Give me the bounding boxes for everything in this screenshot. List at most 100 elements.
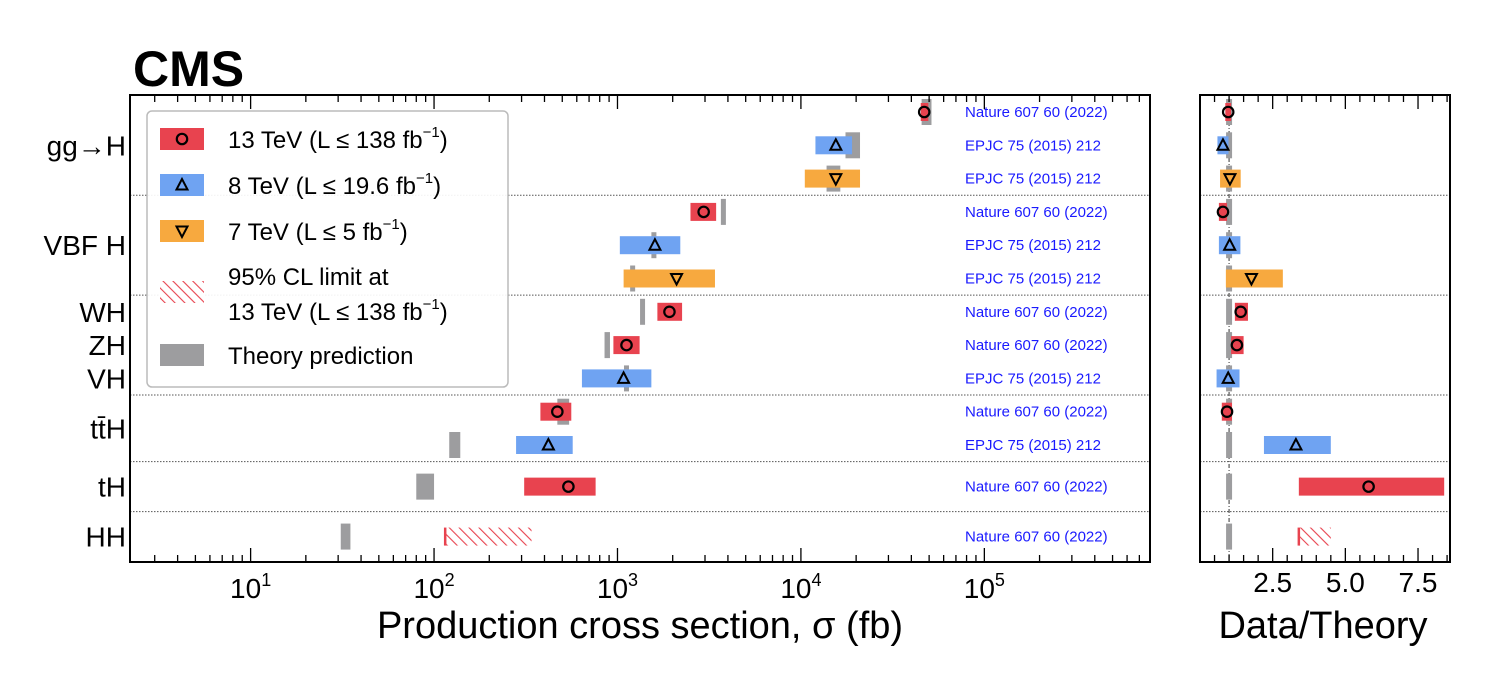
limit-band <box>445 527 532 546</box>
ratio-marker <box>1215 137 1231 151</box>
ratio-band <box>1221 402 1232 421</box>
legend: 13 TeV (L ≤ 138 fb−1) 8 TeV (L ≤ 19.6 fb−… <box>146 110 509 388</box>
ratio-tick-label: 7.5 <box>1399 567 1438 598</box>
x-tick-label: 103 <box>597 570 638 604</box>
theory-band <box>340 523 351 550</box>
legend-7-swatch <box>160 220 204 242</box>
measurement-marker <box>620 338 633 352</box>
ratio-band <box>1225 103 1232 121</box>
ratio-marker <box>1244 273 1259 287</box>
main-axes-frame <box>129 94 1151 563</box>
ratio-marker <box>1230 338 1244 352</box>
ratio-limit-band <box>1298 527 1331 546</box>
ratio-panel: 2.5 5.0 7.5 <box>1199 94 1451 598</box>
measurement-band <box>690 202 717 221</box>
measurement-band <box>619 236 681 255</box>
ratio-marker <box>1234 305 1247 319</box>
reference-label: EPJC 75 (2015) 212 <box>965 271 1101 288</box>
reference-label: Nature 607 60 (2022) <box>965 204 1108 221</box>
x-tick-label: 104 <box>780 570 821 604</box>
reference-label: Nature 607 60 (2022) <box>965 479 1108 496</box>
reference-label: EPJC 75 (2015) 212 <box>965 437 1101 454</box>
measurement-band <box>623 269 715 288</box>
main-panel: Nature 607 60 (2022) EPJC 75 (2015) 212 EP… <box>44 94 1151 604</box>
measurement-marker <box>828 173 843 187</box>
process-label: HH <box>86 522 126 553</box>
ratio-theory-band <box>1226 432 1233 458</box>
legend-13-marker <box>175 132 189 146</box>
ratio-tick-label: 2.5 <box>1253 567 1292 598</box>
measurement-marker <box>616 370 631 384</box>
legend-box <box>146 110 509 388</box>
legend-label: 13 TeV (L ≤ 138 fb−1) <box>228 124 448 154</box>
legend-label: 7 TeV (L ≤ 5 fb−1) <box>228 216 408 246</box>
measurement-marker <box>663 305 676 319</box>
process-label: ZH <box>89 330 126 361</box>
ratio-theory-band <box>1226 332 1233 359</box>
ratio-theory-band <box>1226 298 1233 325</box>
measurement-marker <box>647 237 663 251</box>
measurement-marker <box>697 205 710 219</box>
ratio-marker <box>1222 173 1238 187</box>
measurement-marker <box>669 273 684 287</box>
theory-band <box>604 332 610 359</box>
ratio-band <box>1263 436 1331 454</box>
reference-label: EPJC 75 (2015) 212 <box>965 171 1101 188</box>
measurement-band <box>581 369 652 388</box>
measurement-marker <box>551 405 564 418</box>
process-label: tH <box>98 472 126 503</box>
reference-label: EPJC 75 (2015) 212 <box>965 237 1101 254</box>
theory-band <box>416 473 435 500</box>
ratio-marker <box>1216 205 1230 219</box>
process-label: VBF H <box>44 230 126 261</box>
measurement-marker <box>828 137 843 151</box>
legend-label: 8 TeV (L ≤ 19.6 fb−1) <box>228 170 441 200</box>
measurement-band <box>920 103 929 121</box>
legend-theory-swatch <box>160 344 204 366</box>
theory-band <box>640 298 646 325</box>
legend-8-marker <box>174 176 190 191</box>
ratio-marker <box>1288 436 1304 451</box>
measurement-band <box>540 402 572 421</box>
ratio-theory-band <box>1226 523 1233 550</box>
legend-label: 13 TeV (L ≤ 138 fb−1) <box>228 296 448 326</box>
theory-band <box>720 198 726 225</box>
legend-label: 95% CL limit at <box>228 264 389 291</box>
x-tick-label: 101 <box>230 570 271 604</box>
legend-7-marker <box>174 225 190 240</box>
reference-label: Nature 607 60 (2022) <box>965 404 1108 421</box>
process-label: WH <box>79 297 126 328</box>
reference-label: Nature 607 60 (2022) <box>965 337 1108 354</box>
x-tick-label: 105 <box>964 570 1005 604</box>
process-label: VH <box>87 363 126 394</box>
ratio-axis-title: Data/Theory <box>1218 605 1427 647</box>
reference-label: Nature 607 60 (2022) <box>965 104 1108 121</box>
ratio-marker <box>1220 405 1234 418</box>
x-tick-label: 102 <box>413 570 454 604</box>
measurement-marker <box>562 480 575 493</box>
process-label: gg→H <box>47 130 126 161</box>
legend-label: Theory prediction <box>228 343 413 370</box>
reference-label: EPJC 75 (2015) 212 <box>965 137 1101 154</box>
reference-label: EPJC 75 (2015) 212 <box>965 370 1101 387</box>
measurement-band <box>613 336 640 355</box>
legend-8-swatch <box>160 174 204 196</box>
ratio-band <box>1217 136 1229 155</box>
measurement-band <box>524 477 596 496</box>
ratio-marker <box>1222 237 1237 251</box>
ratio-theory-band <box>1226 473 1233 500</box>
legend-limit-swatch <box>160 281 204 303</box>
measurement-marker <box>541 436 556 451</box>
x-axis-title: Production cross section, σ (fb) <box>377 605 903 647</box>
ratio-marker <box>1362 480 1375 493</box>
legend-13-swatch <box>160 128 204 150</box>
measurement-marker <box>917 105 931 119</box>
process-label: tt̄H <box>90 413 126 444</box>
ratio-axes-frame <box>1199 94 1451 563</box>
theory-band <box>449 432 461 458</box>
reference-label: Nature 607 60 (2022) <box>965 529 1108 546</box>
measurement-band <box>657 302 683 321</box>
ratio-band <box>1218 202 1228 221</box>
reference-label: Nature 607 60 (2022) <box>965 304 1108 321</box>
